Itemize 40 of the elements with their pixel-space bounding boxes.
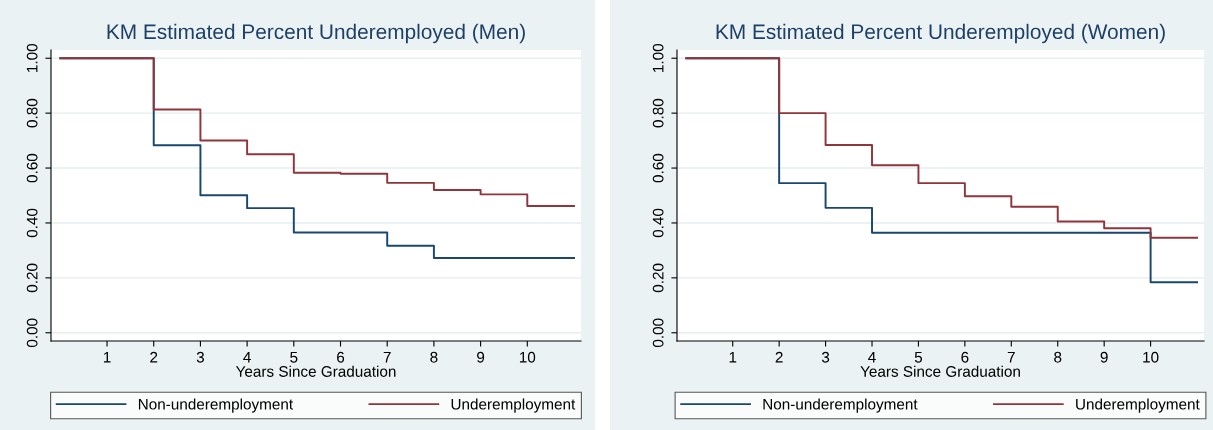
y-tick-label: 0.00 [652, 318, 664, 348]
chart-title: KM Estimated Percent Underemployed (Men) [107, 23, 525, 44]
x-tick-label: 10 [519, 351, 536, 363]
legend-label: Underemployment [451, 398, 576, 413]
x-tick-label: 1 [103, 351, 111, 363]
x-axis-title: Years Since Graduation [235, 365, 396, 377]
y-tick-label: 0.80 [652, 98, 664, 128]
legend-label: Non-underemployment [763, 398, 918, 413]
x-tick-label: 6 [961, 351, 969, 363]
x-tick-label: 7 [383, 351, 391, 363]
chart-title: KM Estimated Percent Underemployed (Women) [716, 23, 1165, 44]
y-tick-label: 0.80 [26, 98, 38, 128]
x-tick-label: 9 [1100, 351, 1108, 363]
y-tick-label: 0.60 [26, 153, 38, 183]
x-tick-label: 7 [1007, 351, 1015, 363]
x-tick-label: 9 [477, 351, 485, 363]
x-tick-label: 5 [914, 351, 923, 363]
x-tick-label: 2 [775, 351, 783, 363]
x-tick-label: 1 [729, 351, 737, 363]
x-tick-label: 3 [196, 351, 204, 363]
x-tick-label: 10 [1143, 351, 1159, 363]
y-tick-label: 1.00 [26, 43, 38, 72]
x-tick-label: 4 [868, 351, 876, 363]
x-tick-label: 2 [150, 351, 158, 363]
x-tick-label: 4 [243, 351, 251, 363]
x-tick-label: 8 [1054, 351, 1062, 363]
y-tick-label: 0.20 [26, 263, 38, 293]
y-tick-label: 1.00 [652, 43, 664, 72]
x-tick-label: 5 [290, 351, 298, 363]
y-tick-label: 0.00 [26, 318, 38, 348]
legend-label: Underemployment [1076, 398, 1200, 413]
x-axis-title: Years Since Graduation [860, 365, 1020, 377]
x-tick-label: 3 [821, 351, 830, 363]
legend-label: Non-underemployment [138, 398, 293, 413]
y-tick-label: 0.60 [652, 153, 664, 183]
x-tick-label: 6 [337, 351, 345, 363]
y-tick-label: 0.40 [652, 208, 664, 238]
y-tick-label: 0.40 [26, 208, 38, 238]
x-tick-label: 8 [430, 351, 438, 363]
y-tick-label: 0.20 [652, 263, 664, 293]
